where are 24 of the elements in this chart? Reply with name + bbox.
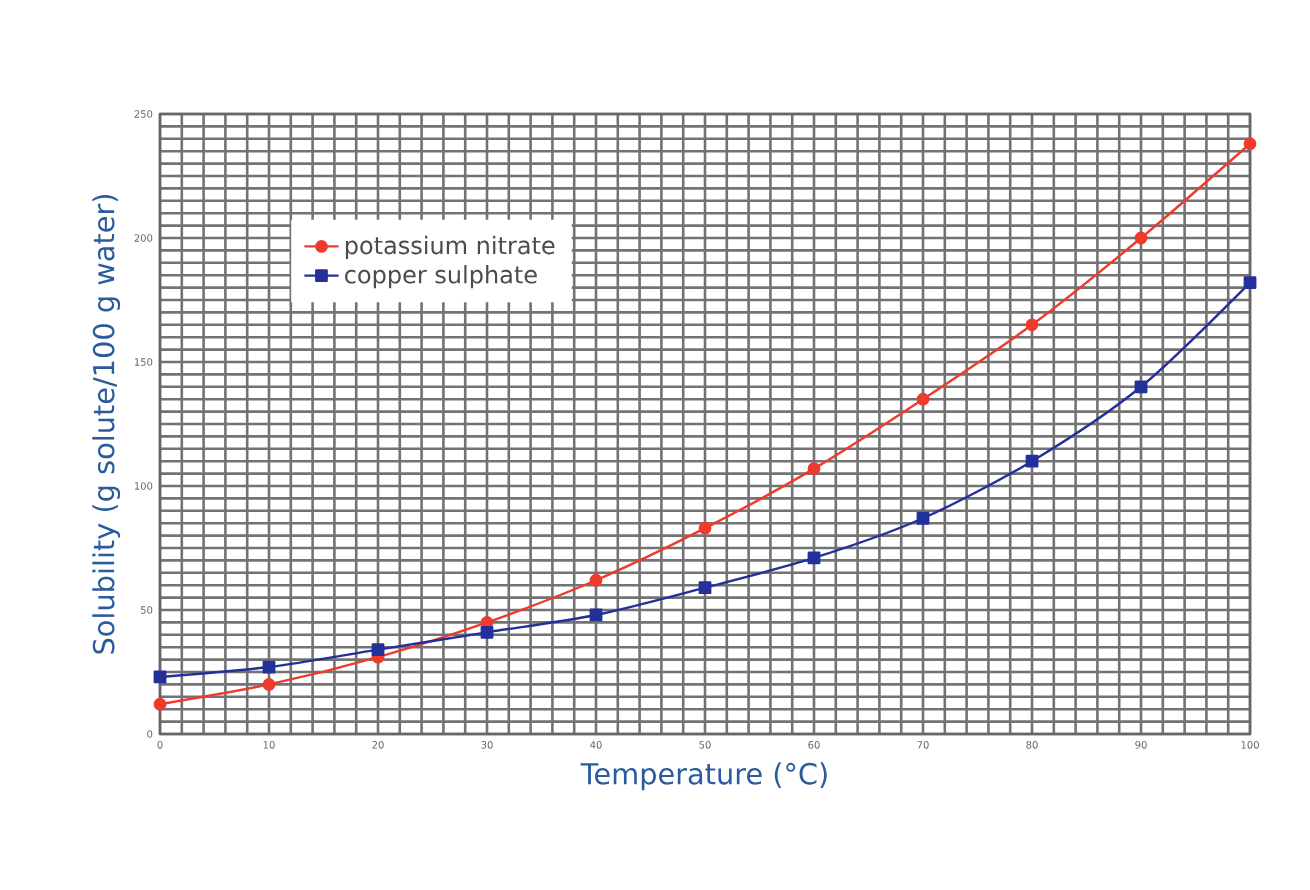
- point: [698, 521, 712, 535]
- legend-label: potassium nitrate: [345, 235, 555, 260]
- point: [1243, 276, 1257, 290]
- legend-label: copper sulphate: [345, 265, 537, 289]
- point: [480, 625, 494, 639]
- y-axis-title: Solubility (g solute/100 g water): [92, 194, 121, 654]
- point: [1025, 454, 1039, 468]
- point: [589, 573, 603, 587]
- point: [153, 670, 167, 684]
- x-axis-title: Temperature (°C): [580, 762, 827, 791]
- point: [153, 697, 167, 711]
- point: [1025, 318, 1039, 332]
- point: [1243, 137, 1257, 151]
- point: [916, 511, 930, 525]
- point: [589, 608, 603, 622]
- point: [807, 551, 821, 565]
- point: [1134, 231, 1148, 245]
- point: [1134, 380, 1148, 394]
- point: [807, 462, 821, 476]
- point: [262, 678, 276, 691]
- point: [262, 660, 276, 674]
- point: [698, 581, 712, 595]
- point: [916, 392, 930, 406]
- point: [371, 643, 385, 657]
